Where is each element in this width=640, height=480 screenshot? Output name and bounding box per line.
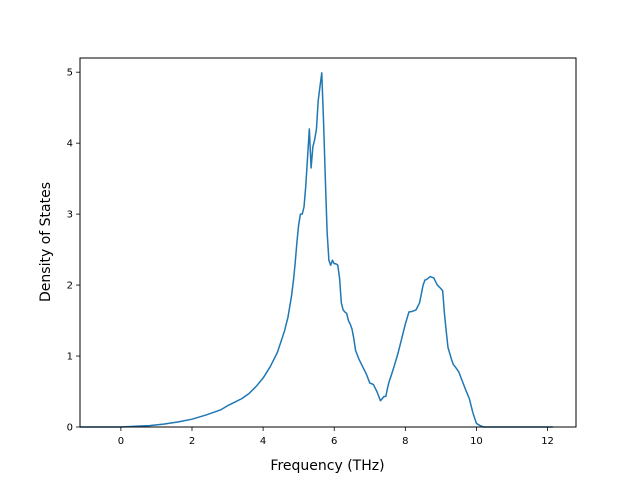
- y-tick-label: 4: [67, 139, 73, 150]
- x-tick-label: 4: [260, 436, 266, 447]
- x-tick-label: 12: [541, 436, 554, 447]
- y-axis-ticks: 0 1 2 3 4 5: [67, 68, 80, 434]
- x-tick-label: 6: [331, 436, 337, 447]
- x-tick-label: 2: [189, 436, 195, 447]
- plot-area: [80, 72, 553, 428]
- x-axis-ticks: 0 2 4 6 8 10 12: [118, 427, 554, 447]
- y-tick-label: 5: [67, 68, 73, 79]
- x-tick-label: 0: [118, 436, 124, 447]
- y-tick-label: 2: [67, 281, 73, 292]
- y-tick-label: 1: [67, 352, 73, 363]
- x-tick-label: 8: [402, 436, 408, 447]
- plot-frame: [79, 57, 577, 428]
- x-axis-label: Frequency (THz): [270, 458, 384, 474]
- y-axis-label: Density of States: [38, 182, 54, 302]
- x-tick-label: 10: [470, 436, 483, 447]
- y-tick-label: 0: [67, 423, 73, 434]
- y-tick-label: 3: [67, 210, 73, 221]
- series-line-0: [80, 72, 553, 428]
